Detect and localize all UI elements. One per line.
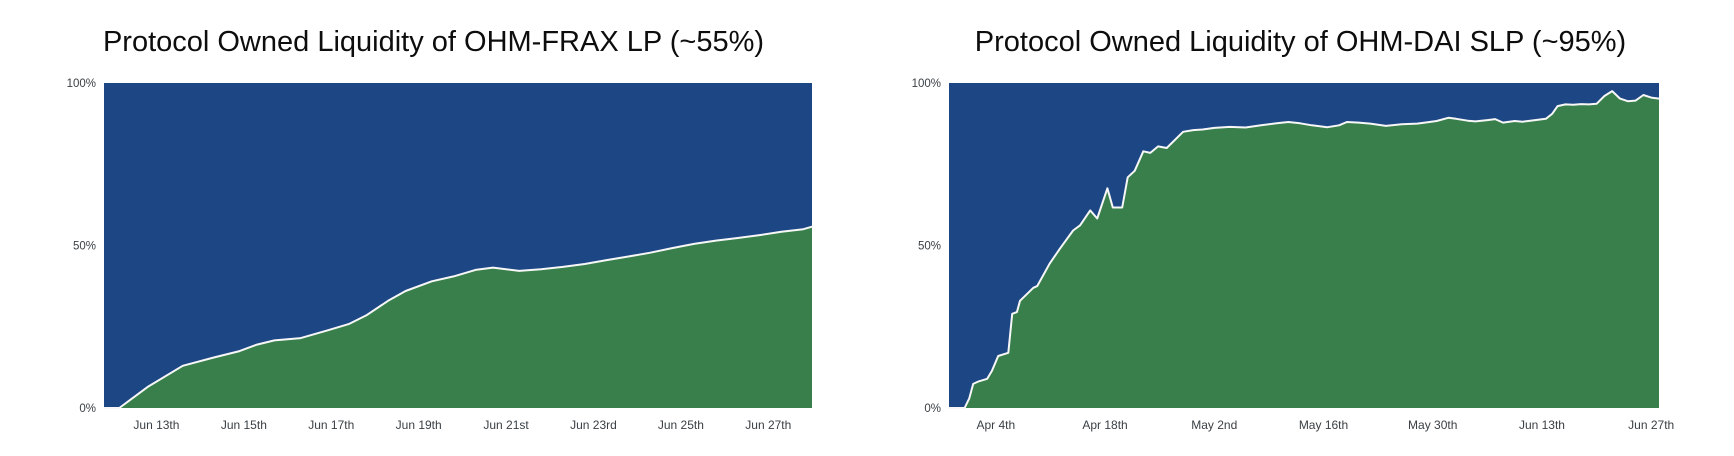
x-tick-label: Apr 18th: [1082, 418, 1127, 432]
boundary-line: [103, 225, 813, 409]
x-tick-label: Jun 23rd: [570, 418, 617, 432]
x-tick-label: Jun 19th: [396, 418, 442, 432]
pol-chart-ohm-frax: 0% 50% 100% Jun 13th Jun 15th Jun 17th Jun 19t…: [67, 26, 813, 432]
x-tick-label: Jun 17th: [308, 418, 354, 432]
y-tick-label: 100%: [912, 78, 941, 90]
protocol-owned-area: [104, 226, 812, 408]
ohm-dai-area-chart: 0% 50% 100% Apr 4th Apr 18th May 2nd May 16th M…: [912, 78, 1675, 432]
x-tick-label: May 30th: [1408, 418, 1457, 432]
y-tick-label: 50%: [73, 241, 96, 253]
x-tick-label: Apr 4th: [976, 418, 1015, 432]
x-tick-label: May 2nd: [1191, 418, 1237, 432]
y-tick-label: 0%: [79, 403, 96, 415]
x-tick-label: Jun 27th: [745, 418, 791, 432]
x-tick-label: May 16th: [1299, 418, 1348, 432]
x-tick-label: Jun 15th: [221, 418, 267, 432]
y-tick-label: 50%: [918, 241, 941, 253]
ohm-frax-area-chart: 0% 50% 100% Jun 13th Jun 15th Jun 17th Jun 19t…: [67, 78, 813, 432]
x-tick-label: Jun 21st: [483, 418, 529, 432]
chart-title-ohm-dai: Protocol Owned Liquidity of OHM-DAI SLP …: [974, 26, 1627, 58]
chart-title-ohm-frax: Protocol Owned Liquidity of OHM-FRAX LP …: [102, 26, 765, 58]
boundary-line: [948, 90, 1660, 409]
y-tick-label: 100%: [67, 78, 96, 90]
x-tick-label: Jun 25th: [658, 418, 704, 432]
y-tick-label: 0%: [924, 403, 941, 415]
pol-chart-ohm-dai: 0% 50% 100% Apr 4th Apr 18th May 2nd May 16th M…: [867, 0, 1734, 456]
x-tick-label: Jun 13th: [1519, 418, 1565, 432]
x-tick-label: Jun 27th: [1628, 418, 1674, 432]
x-tick-label: Jun 13th: [133, 418, 179, 432]
protocol-owned-area: [949, 91, 1659, 408]
